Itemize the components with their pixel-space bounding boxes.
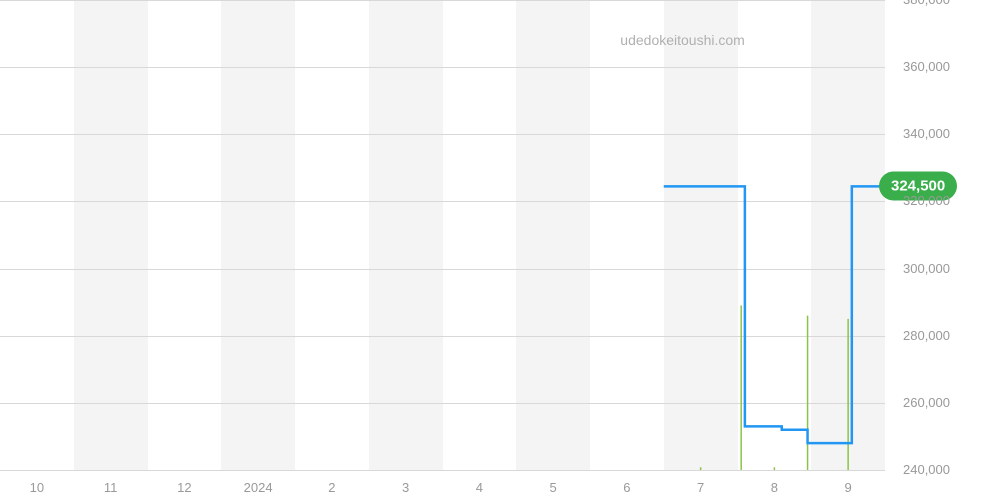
- x-tick-label: 4: [476, 480, 483, 495]
- x-tick-label: 7: [697, 480, 704, 495]
- x-tick-label: 10: [30, 480, 44, 495]
- y-tick-label: 380,000: [903, 0, 950, 7]
- price-chart: udedokeitoushi.com 324,500 240,000 260,00…: [0, 0, 1000, 500]
- current-price-value: 324,500: [891, 178, 945, 195]
- y-tick-label: 240,000: [903, 462, 950, 477]
- price-line: [664, 186, 922, 443]
- x-tick-label: 5: [550, 480, 557, 495]
- y-tick-label: 260,000: [903, 395, 950, 410]
- x-tick-label: 3: [402, 480, 409, 495]
- y-tick-label: 340,000: [903, 126, 950, 141]
- watermark: udedokeitoushi.com: [620, 32, 745, 48]
- x-tick-label: 2024: [244, 480, 273, 495]
- x-axis-line: [0, 470, 885, 471]
- x-tick-label: 12: [177, 480, 191, 495]
- x-tick-label: 8: [771, 480, 778, 495]
- series-svg: [0, 0, 885, 470]
- x-tick-label: 11: [104, 480, 118, 495]
- x-tick-label: 2: [328, 480, 335, 495]
- y-tick-label: 320,000: [903, 193, 950, 208]
- plot-area: [0, 0, 885, 470]
- y-tick-label: 300,000: [903, 261, 950, 276]
- x-tick-label: 6: [623, 480, 630, 495]
- y-tick-label: 360,000: [903, 59, 950, 74]
- y-tick-label: 280,000: [903, 328, 950, 343]
- x-tick-label: 9: [845, 480, 852, 495]
